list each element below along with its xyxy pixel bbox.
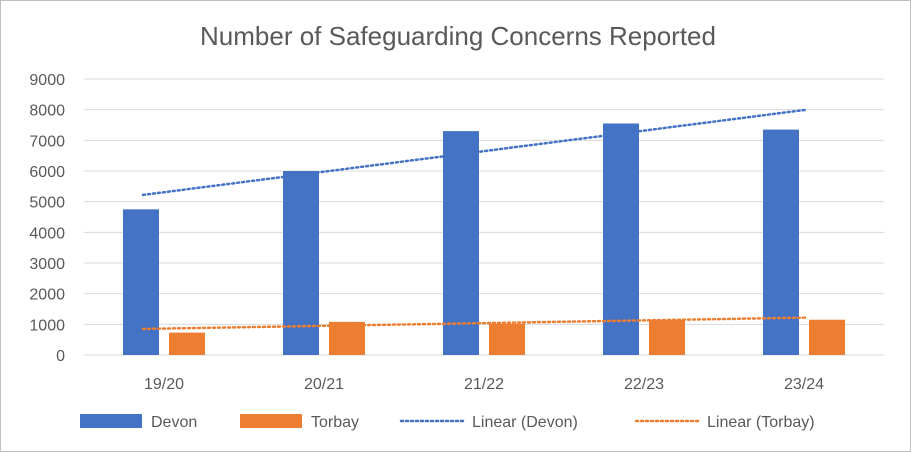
y-tick-label: 6000 (29, 164, 65, 181)
y-axis-ticks: 0 1000 2000 3000 4000 5000 6000 7000 8000 9000 (29, 72, 65, 365)
chart-title: Number of Safeguarding Concerns Reported (200, 21, 716, 51)
y-tick-label: 0 (56, 348, 65, 365)
x-axis-ticks: 19/20 20/21 21/22 22/23 23/24 (144, 376, 824, 393)
bar-torbay-23-24 (809, 319, 845, 355)
bar-devon-20-21 (283, 171, 319, 355)
bar-torbay-22-23 (649, 319, 685, 355)
legend-label: Linear (Torbay) (707, 414, 815, 431)
y-tick-label: 4000 (29, 225, 65, 242)
bar-devon-22-23 (603, 123, 639, 355)
x-tick-label: 20/21 (304, 376, 344, 393)
bar-devon-19-20 (123, 209, 159, 355)
y-tick-label: 2000 (29, 287, 65, 304)
bar-devon-23-24 (763, 129, 799, 355)
trendline-devon (141, 108, 809, 197)
x-tick-label: 22/23 (624, 376, 664, 393)
bar-torbay-21-22 (489, 323, 525, 355)
legend-label: Linear (Devon) (472, 414, 578, 431)
bar-torbay-19-20 (169, 332, 205, 355)
legend-swatch-torbay (240, 414, 302, 428)
y-tick-label: 3000 (29, 256, 65, 273)
x-tick-label: 21/22 (464, 376, 504, 393)
trendline-torbay (141, 316, 809, 331)
legend: Devon Torbay Linear (Devon) Linear (Torbay) (80, 414, 815, 431)
x-tick-label: 19/20 (144, 376, 184, 393)
y-tick-label: 1000 (29, 317, 65, 334)
gridlines (84, 78, 884, 356)
bar-torbay-20-21 (329, 321, 365, 355)
legend-label: Devon (151, 414, 197, 431)
bars (123, 123, 845, 355)
trendlines (141, 108, 809, 331)
legend-swatch-devon (80, 414, 142, 428)
y-tick-label: 9000 (29, 72, 65, 89)
bar-devon-21-22 (443, 131, 479, 355)
y-tick-label: 5000 (29, 195, 65, 212)
x-tick-label: 23/24 (784, 376, 824, 393)
legend-label: Torbay (311, 414, 359, 431)
y-tick-label: 7000 (29, 133, 65, 150)
y-tick-label: 8000 (29, 103, 65, 120)
